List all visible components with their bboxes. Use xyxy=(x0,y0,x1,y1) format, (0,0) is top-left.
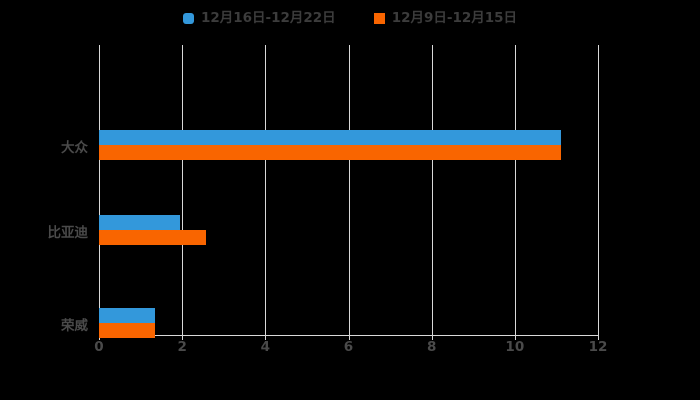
x-tick-label: 4 xyxy=(260,339,271,355)
gridline xyxy=(99,45,100,335)
legend-label-series-2: 12月9日-12月15日 xyxy=(391,10,518,26)
legend-label-series-1: 12月16日-12月22日 xyxy=(200,10,336,26)
bar-series-2[interactable] xyxy=(99,230,206,245)
x-tick-label: 12 xyxy=(588,339,608,355)
x-tick-mark xyxy=(598,335,599,340)
bar-series-1[interactable] xyxy=(99,308,156,323)
gridline xyxy=(431,45,433,335)
x-tick-mark xyxy=(431,335,433,340)
x-tick-mark xyxy=(265,335,267,340)
x-tick-label: 2 xyxy=(177,339,187,355)
legend-item-series-2[interactable]: 12月9日-12月15日 xyxy=(373,8,518,28)
bar-series-1[interactable] xyxy=(99,215,181,230)
bar-series-1[interactable] xyxy=(99,130,561,145)
y-tick-label: 比亚迪 xyxy=(47,225,89,241)
legend-square-marker-icon xyxy=(373,12,385,24)
y-tick-label: 大众 xyxy=(61,140,88,156)
x-tick-label: 6 xyxy=(343,339,354,355)
x-tick-label: 0 xyxy=(94,339,104,355)
gridline xyxy=(348,45,350,335)
chart-legend: 12月16日-12月22日 12月9日-12月15日 xyxy=(0,6,700,30)
gridline xyxy=(598,45,599,335)
x-tick-mark xyxy=(348,335,350,340)
legend-circle-marker-icon xyxy=(182,12,194,24)
x-tick-mark xyxy=(182,335,184,340)
gridline xyxy=(514,45,516,335)
legend-item-series-1[interactable]: 12月16日-12月22日 xyxy=(182,8,336,28)
x-tick-label: 8 xyxy=(426,339,437,355)
y-tick-label: 荣威 xyxy=(61,318,88,334)
gridline xyxy=(265,45,267,335)
bar-series-2[interactable] xyxy=(99,323,156,338)
x-tick-mark xyxy=(514,335,516,340)
bar-series-2[interactable] xyxy=(99,145,561,160)
x-tick-label: 10 xyxy=(505,339,525,355)
gridline xyxy=(182,45,184,335)
